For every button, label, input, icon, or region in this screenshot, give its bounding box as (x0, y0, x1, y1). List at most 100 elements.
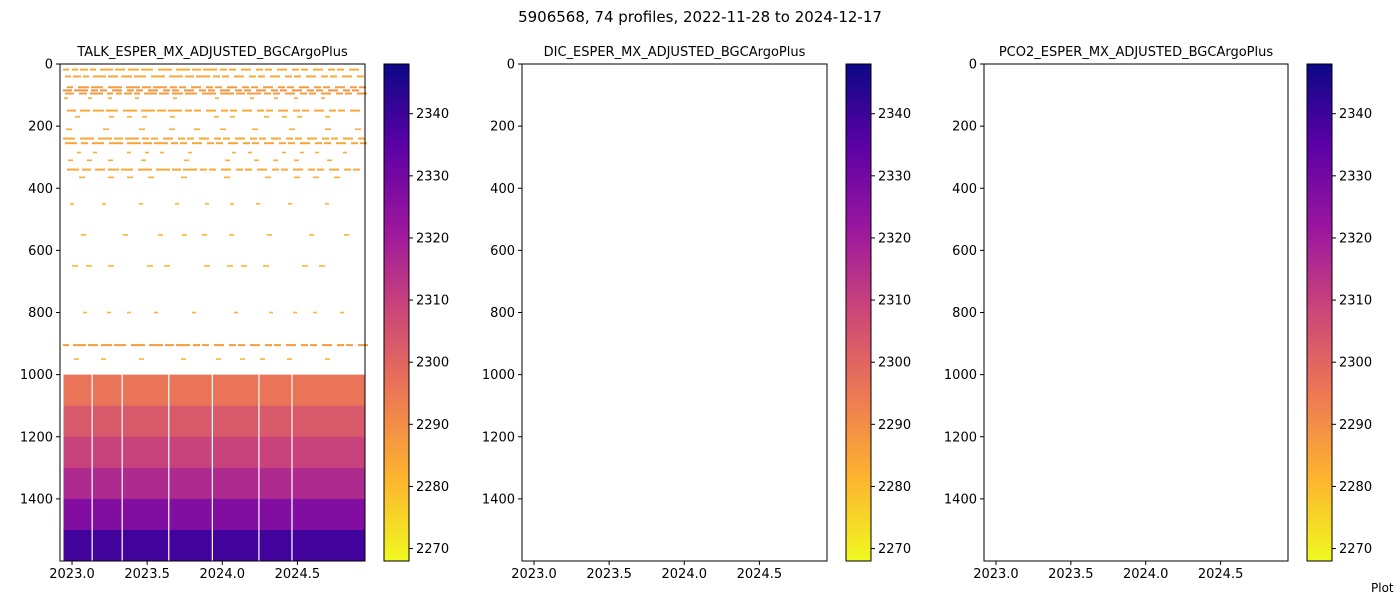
heatmap-segment (135, 97, 139, 99)
heatmap-segment (221, 168, 231, 171)
heatmap-segment (176, 344, 190, 347)
y-tick-label: 1400 (20, 492, 53, 507)
heatmap-segment (324, 142, 331, 145)
heatmap-segment (107, 311, 111, 314)
heatmap-segment (123, 234, 128, 236)
heatmap-segment (148, 176, 154, 179)
heatmap-segment (163, 137, 173, 140)
heatmap-segment (322, 137, 329, 140)
heatmap-segment (297, 116, 302, 118)
heatmap-segment (314, 109, 324, 112)
heatmap-segment (313, 68, 323, 71)
heatmap-segment (127, 116, 132, 118)
panel-2: DIC_ESPER_MX_ADJUSTED_BGCArgoPlus 2023.0 2… (482, 45, 911, 582)
heatmap-segment (272, 168, 279, 171)
heatmap-segment (141, 109, 155, 112)
heatmap-segment (134, 92, 140, 95)
heatmap-segment (205, 202, 209, 205)
heatmap-segment (315, 142, 322, 145)
heatmap-segment (330, 75, 337, 78)
heatmap-segment (91, 89, 98, 92)
heatmap-segment (328, 89, 338, 92)
heatmap-segment (230, 116, 235, 118)
heatmap-segment (114, 344, 126, 347)
colorbar-tick-label: 2290 (416, 418, 449, 433)
heatmap-segment (91, 86, 103, 89)
heatmap-segment (203, 68, 217, 71)
heatmap-segment (143, 142, 152, 145)
profile-gap (291, 374, 293, 561)
heatmap-segment (236, 168, 243, 171)
heatmap-segment (181, 176, 187, 179)
y-tick-label: 400 (952, 182, 977, 197)
heatmap-segment (294, 176, 300, 179)
y-tick-label: 1400 (944, 492, 977, 507)
heatmap-segment (72, 265, 78, 267)
heatmap-segment (139, 202, 143, 205)
heatmap-segment (242, 86, 249, 89)
figure-title: 5906568, 74 profiles, 2022-11-28 to 2024… (518, 8, 882, 26)
heatmap-segment (334, 176, 340, 179)
heatmap-segment (260, 358, 265, 360)
heatmap-segment (67, 86, 73, 89)
heatmap-segment (331, 137, 338, 140)
heatmap-segment (65, 92, 74, 95)
colorbar-tick-label: 2280 (878, 480, 911, 495)
heatmap-segment (293, 311, 297, 314)
heatmap-segment (220, 68, 227, 71)
heatmap-segment (153, 86, 167, 89)
heatmap-segment (282, 116, 287, 118)
heatmap-segment (335, 86, 345, 89)
heatmap-segment (206, 109, 216, 112)
heatmap-segment (351, 142, 358, 145)
colorbar (1307, 64, 1332, 561)
heatmap-segment (221, 109, 228, 112)
heatmap-segment (171, 142, 178, 145)
heatmap-segment (325, 128, 331, 131)
colorbar-tick-label: 2340 (416, 107, 449, 122)
heatmap-segment (65, 75, 71, 78)
heatmap-segment (251, 86, 258, 89)
heatmap-segment (93, 75, 106, 78)
heatmap-segment (74, 358, 79, 360)
heatmap-segment (359, 86, 366, 89)
heatmap-segment (139, 358, 144, 360)
heatmap-segment (151, 75, 165, 78)
heatmap-segment (358, 137, 365, 140)
heatmap-segment (63, 89, 72, 92)
heatmap-segment (263, 86, 273, 89)
heatmap-segment (266, 109, 273, 112)
profile-gap (91, 374, 93, 561)
heatmap-segment (184, 89, 194, 92)
heatmap-segment (258, 75, 265, 78)
colorbar-tick-label: 2310 (416, 294, 449, 309)
heatmap-segment (156, 168, 170, 171)
heatmap-segment (250, 137, 257, 140)
heatmap-segment (202, 344, 209, 347)
heatmap-segment (271, 89, 278, 92)
profile-gap (168, 374, 170, 561)
y-tick-label: 0 (507, 58, 515, 73)
heatmap-segment (108, 265, 114, 267)
heatmap-segment (202, 92, 216, 95)
heatmap-segment (116, 92, 122, 95)
heatmap-segment (299, 86, 309, 89)
colorbar-frame (1306, 63, 1333, 562)
heatmap-segment (180, 142, 187, 145)
colorbar-tick-label: 2340 (878, 107, 911, 122)
heatmap-segment (336, 92, 343, 95)
heatmap-segment (74, 89, 88, 92)
heatmap-segment (301, 344, 308, 347)
profile-gap (258, 374, 260, 561)
heatmap-segment (90, 68, 96, 71)
heatmap-segment (142, 86, 151, 89)
x-tick-label: 2023.0 (973, 567, 1019, 582)
heatmap-segment (169, 75, 183, 78)
heatmap-segment (323, 86, 330, 89)
heatmap-segment (286, 344, 296, 347)
heatmap-segment (101, 358, 106, 360)
heatmap-segment (73, 75, 81, 78)
axes-background (984, 64, 1288, 561)
heatmap-segment (176, 68, 190, 71)
heatmap-segment (165, 344, 174, 347)
